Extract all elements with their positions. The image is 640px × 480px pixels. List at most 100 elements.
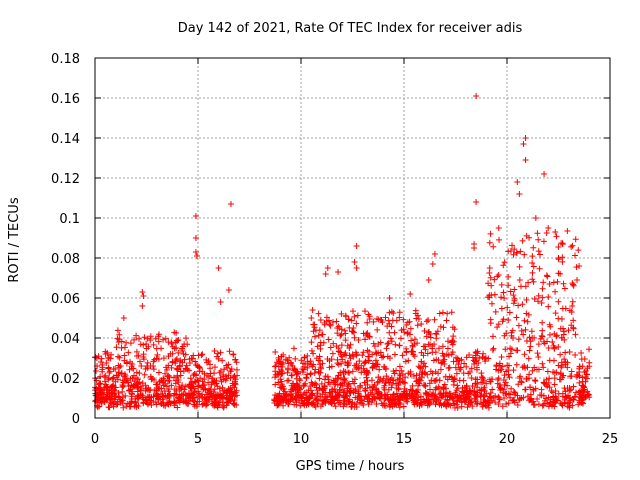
data-point	[227, 397, 234, 404]
data-point	[174, 355, 181, 362]
data-point	[483, 380, 490, 387]
data-point	[496, 236, 503, 243]
data-point	[516, 263, 523, 270]
data-point	[168, 382, 175, 389]
data-point	[349, 399, 356, 406]
data-point	[539, 285, 546, 292]
data-point	[342, 359, 349, 366]
data-point	[104, 349, 111, 356]
data-point	[360, 401, 367, 408]
data-point	[584, 371, 591, 378]
data-point	[199, 351, 206, 358]
data-point	[227, 201, 234, 207]
data-point	[515, 381, 522, 388]
data-point	[353, 360, 360, 367]
data-point	[509, 242, 516, 249]
data-point	[321, 385, 328, 392]
data-point	[340, 389, 347, 396]
data-point	[162, 402, 169, 409]
data-point	[418, 349, 425, 356]
data-point	[397, 335, 404, 342]
data-point	[438, 360, 445, 367]
data-point	[421, 360, 428, 367]
data-point	[497, 384, 504, 391]
data-point	[393, 390, 400, 397]
data-point	[307, 370, 314, 377]
data-point	[285, 377, 292, 384]
data-point	[409, 343, 416, 350]
data-point	[169, 343, 176, 350]
data-point	[335, 269, 342, 275]
data-point	[469, 383, 476, 390]
data-point	[340, 376, 347, 383]
data-point	[366, 353, 373, 360]
data-point	[415, 382, 422, 389]
data-point	[314, 390, 321, 397]
data-point	[550, 342, 557, 349]
data-point	[435, 370, 442, 377]
data-point	[546, 331, 553, 338]
data-point	[334, 330, 341, 337]
data-point	[301, 354, 308, 361]
data-point	[165, 362, 172, 369]
data-point	[304, 371, 311, 378]
data-point	[540, 364, 547, 371]
data-point	[102, 372, 109, 379]
data-point	[211, 348, 218, 355]
data-point	[534, 350, 541, 357]
data-point	[506, 309, 513, 316]
data-point	[486, 264, 493, 271]
data-point	[529, 398, 536, 405]
data-point	[480, 399, 487, 406]
data-point	[396, 376, 403, 383]
data-point	[359, 352, 366, 359]
data-point	[468, 398, 475, 405]
data-point	[310, 399, 317, 406]
data-point	[222, 373, 229, 380]
data-point	[128, 363, 135, 370]
data-point	[529, 276, 536, 283]
data-point	[545, 344, 552, 351]
data-point	[493, 362, 500, 369]
data-point	[510, 251, 517, 258]
data-point	[505, 273, 512, 280]
data-point	[429, 370, 436, 377]
data-point	[278, 353, 285, 360]
data-point	[539, 294, 546, 301]
data-point	[226, 396, 233, 403]
y-tick-label: 0.06	[51, 292, 80, 307]
data-point	[98, 355, 105, 362]
data-point	[295, 391, 302, 398]
data-point	[431, 251, 438, 257]
data-point	[364, 319, 371, 326]
data-point	[447, 390, 454, 397]
data-point	[542, 381, 549, 388]
data-point	[555, 362, 562, 369]
data-point	[538, 332, 545, 339]
data-point	[143, 341, 150, 348]
data-point	[100, 386, 107, 393]
data-point	[285, 401, 292, 408]
y-tick-label: 0	[72, 412, 80, 427]
data-point	[512, 391, 519, 398]
data-point	[570, 282, 577, 289]
data-point	[101, 378, 108, 385]
data-point	[114, 327, 121, 334]
data-point	[486, 393, 493, 400]
data-point	[336, 392, 343, 399]
data-point	[474, 376, 481, 383]
data-point	[120, 383, 127, 390]
data-point	[529, 253, 536, 260]
data-point	[178, 391, 185, 398]
data-point	[369, 391, 376, 398]
data-point	[179, 382, 186, 389]
data-point	[224, 388, 231, 395]
data-point	[111, 393, 118, 400]
data-point	[137, 392, 144, 399]
data-point	[198, 352, 205, 359]
data-point	[414, 322, 421, 329]
data-point	[498, 354, 505, 361]
data-point	[349, 328, 356, 335]
data-point	[546, 384, 553, 391]
data-point	[329, 400, 336, 407]
